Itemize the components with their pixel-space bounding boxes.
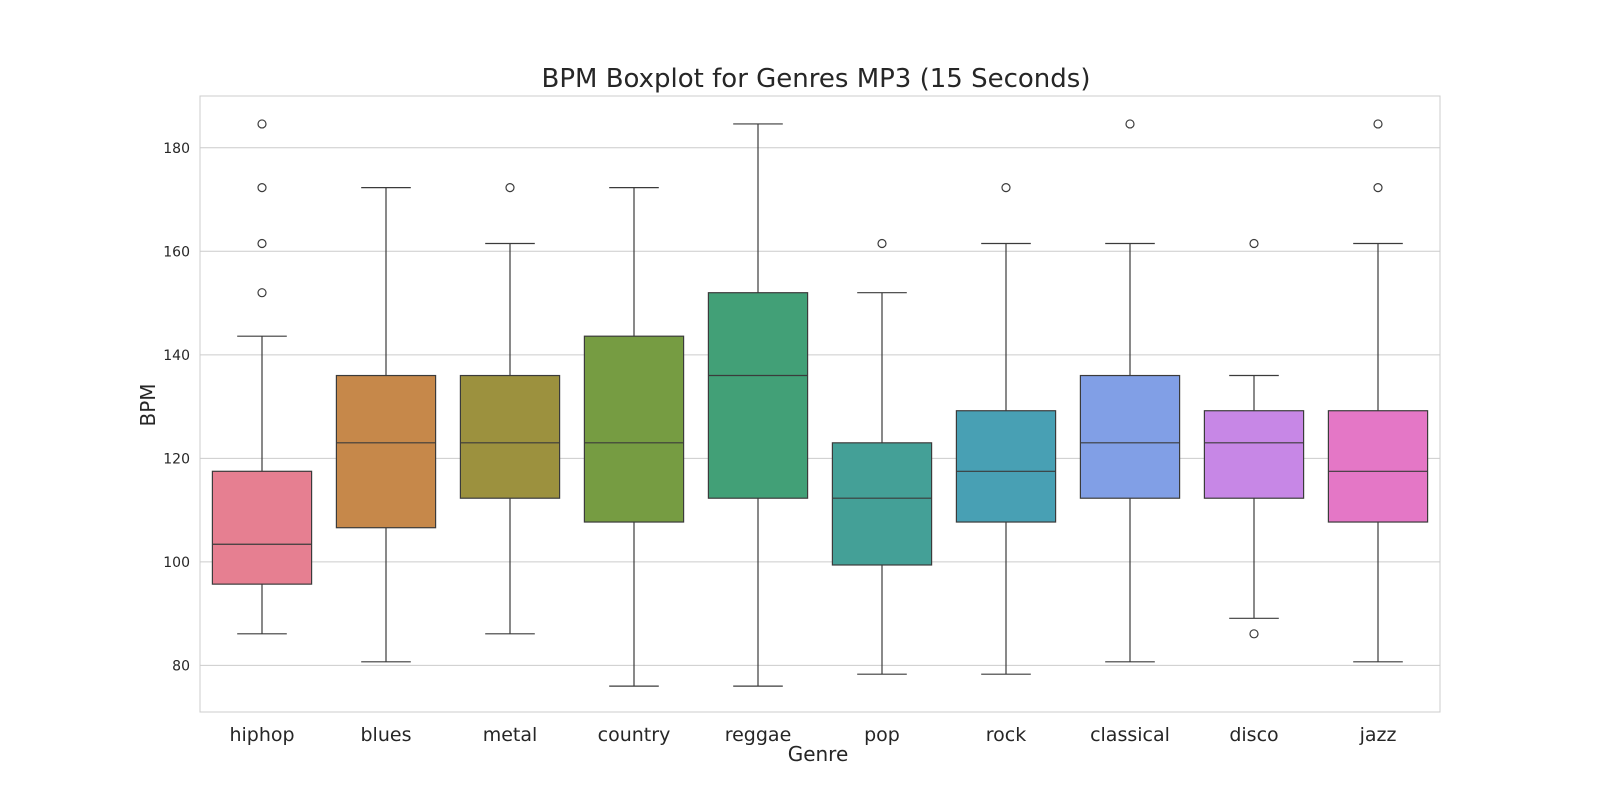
plot-frame xyxy=(199,95,1441,713)
outlier-hiphop-2 xyxy=(257,183,267,193)
y-tick-labels: 80 100 120 140 160 180 xyxy=(163,141,190,675)
x-tick-label-classical: classical xyxy=(1090,724,1170,746)
box-reggae xyxy=(707,123,809,687)
outlier-disco-1 xyxy=(1249,238,1259,249)
x-tick-label-metal: metal xyxy=(483,724,538,746)
x-tick-label-country: country xyxy=(598,724,671,746)
outlier-hiphop-3 xyxy=(257,119,267,129)
x-tick-labels: hiphop blues metal country reggae pop rock clas… xyxy=(229,724,1396,746)
x-tick-label-rock: rock xyxy=(986,724,1026,746)
y-tick-label-140: 140 xyxy=(163,348,190,364)
y-tick-label-160: 160 xyxy=(163,244,190,260)
outlier-metal-0 xyxy=(505,183,515,193)
outlier-jazz-1 xyxy=(1373,119,1383,129)
box-rock xyxy=(955,183,1057,675)
outlier-hiphop-0 xyxy=(257,288,267,298)
box-metal xyxy=(459,183,561,635)
chart-title: BPM Boxplot for Genres MP3 (15 Seconds) xyxy=(542,64,1091,94)
box-rect-metal xyxy=(459,374,561,499)
box-hiphop xyxy=(211,119,313,635)
boxes xyxy=(211,119,1429,687)
y-axis-label: BPM xyxy=(136,383,160,426)
box-rect-pop xyxy=(831,442,933,566)
box-rect-rock xyxy=(955,410,1057,523)
outlier-jazz-0 xyxy=(1373,183,1383,193)
x-tick-label-pop: pop xyxy=(864,724,900,746)
box-pop xyxy=(831,238,933,675)
y-tick-label-80: 80 xyxy=(172,658,190,674)
box-classical xyxy=(1079,119,1181,663)
box-jazz xyxy=(1327,119,1429,663)
outlier-hiphop-1 xyxy=(257,238,267,249)
box-rect-classical xyxy=(1079,374,1181,499)
x-tick-label-hiphop: hiphop xyxy=(229,724,294,746)
x-tick-label-disco: disco xyxy=(1229,724,1278,746)
box-rect-reggae xyxy=(707,292,809,499)
box-rect-hiphop xyxy=(211,470,313,585)
box-blues xyxy=(335,187,437,663)
y-tick-label-180: 180 xyxy=(163,141,190,157)
outlier-rock-0 xyxy=(1001,183,1011,193)
outlier-disco-0 xyxy=(1249,629,1259,639)
box-rect-jazz xyxy=(1327,410,1429,523)
x-tick-label-blues: blues xyxy=(361,724,412,746)
box-rect-disco xyxy=(1203,410,1305,499)
y-tick-label-120: 120 xyxy=(163,451,190,467)
outlier-pop-0 xyxy=(877,238,887,249)
x-axis-label: Genre xyxy=(788,742,849,766)
x-tick-label-jazz: jazz xyxy=(1359,724,1397,746)
box-country xyxy=(583,187,685,687)
box-rect-blues xyxy=(335,374,437,529)
box-rect-country xyxy=(583,335,685,523)
y-tick-label-100: 100 xyxy=(163,555,190,571)
outlier-classical-0 xyxy=(1125,119,1135,129)
x-tick-label-reggae: reggae xyxy=(725,724,792,746)
box-disco xyxy=(1203,238,1305,639)
